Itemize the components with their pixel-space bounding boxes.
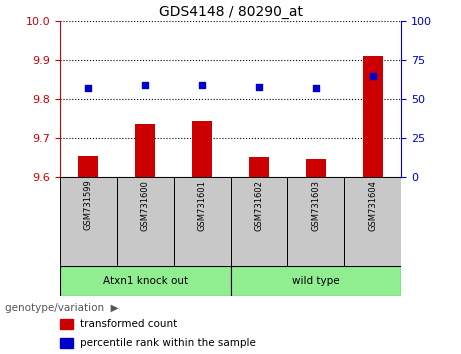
FancyBboxPatch shape — [60, 177, 117, 266]
Bar — [60, 319, 72, 330]
Point — [369, 73, 376, 79]
Point — [312, 85, 319, 91]
FancyBboxPatch shape — [230, 266, 401, 296]
FancyBboxPatch shape — [344, 177, 401, 266]
FancyBboxPatch shape — [230, 177, 287, 266]
Title: GDS4148 / 80290_at: GDS4148 / 80290_at — [159, 5, 302, 19]
Text: GSM731599: GSM731599 — [84, 180, 93, 230]
Text: wild type: wild type — [292, 275, 340, 286]
Text: GSM731600: GSM731600 — [141, 180, 150, 230]
Text: genotype/variation  ▶: genotype/variation ▶ — [5, 303, 118, 313]
Bar — [249, 157, 269, 177]
Text: GSM731601: GSM731601 — [198, 180, 207, 230]
FancyBboxPatch shape — [60, 266, 230, 296]
Text: GSM731602: GSM731602 — [254, 180, 263, 230]
Bar — [306, 160, 326, 177]
FancyBboxPatch shape — [174, 177, 230, 266]
FancyBboxPatch shape — [287, 177, 344, 266]
Point — [142, 82, 149, 88]
Bar — [60, 338, 72, 348]
Text: GSM731603: GSM731603 — [311, 180, 320, 231]
Point — [255, 84, 263, 90]
Bar — [78, 156, 98, 177]
FancyBboxPatch shape — [117, 177, 174, 266]
Text: percentile rank within the sample: percentile rank within the sample — [79, 338, 255, 348]
Bar — [363, 56, 383, 177]
Text: transformed count: transformed count — [79, 319, 177, 329]
Point — [198, 82, 206, 88]
Text: GSM731604: GSM731604 — [368, 180, 377, 230]
Text: Atxn1 knock out: Atxn1 knock out — [103, 275, 188, 286]
Bar — [135, 125, 155, 177]
Bar — [192, 121, 212, 177]
Point — [85, 85, 92, 91]
